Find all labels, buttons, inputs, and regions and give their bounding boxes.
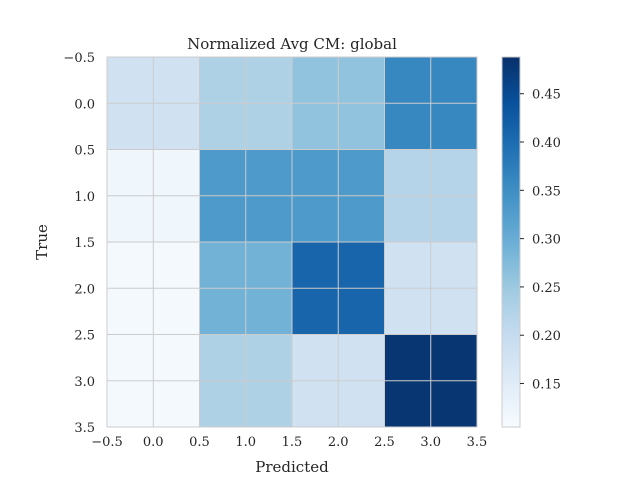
plot-frame [106,56,478,428]
y-tick-label: 2.0 [74,282,95,297]
x-tick-labels: −0.5 0.0 0.5 1.0 1.5 2.0 2.5 3.0 3.5 [91,435,487,450]
x-axis-label: Predicted [255,458,329,476]
chart-title: Normalized Avg CM: global [187,35,397,53]
colorbar-tick-label: 0.20 [532,329,561,344]
colorbar-tick-label: 0.15 [532,378,561,393]
y-axis-label: True [33,224,51,260]
x-tick-label: 2.0 [328,435,349,450]
x-tick-label: 2.5 [374,435,395,450]
y-tick-labels: −0.5 0.0 0.5 1.0 1.5 2.0 2.5 3.0 3.5 [63,51,95,436]
colorbar-tick-label: 0.30 [532,233,561,248]
y-tick-label: 1.0 [74,190,95,205]
heatmap-gridlines [107,57,477,427]
x-tick-label: 0.0 [143,435,164,450]
x-tick-label: −0.5 [91,435,123,450]
colorbar-tick-label: 0.40 [532,136,561,151]
x-tick-label: 3.5 [467,435,488,450]
y-tick-label: 3.5 [74,421,95,436]
colorbar-gradient [502,57,520,427]
colorbar-tick-label: 0.45 [532,88,561,103]
colorbar-frame [501,56,521,428]
colorbar-tick-label: 0.25 [532,281,561,296]
x-tick-label: 1.5 [282,435,303,450]
y-tick-label: 2.5 [74,329,95,344]
colorbar-tick-label: 0.35 [532,184,561,199]
y-tick-label: 1.5 [74,236,95,251]
colorbar-tick-labels: 0.15 0.20 0.25 0.30 0.35 0.40 0.45 [520,88,561,393]
x-tick-label: 1.0 [235,435,256,450]
x-tick-label: 3.0 [420,435,441,450]
y-tick-label: 0.0 [74,97,95,112]
y-tick-label: −0.5 [63,51,95,66]
x-tick-label: 0.5 [189,435,210,450]
y-tick-label: 0.5 [74,144,95,159]
y-tick-label: 3.0 [74,375,95,390]
